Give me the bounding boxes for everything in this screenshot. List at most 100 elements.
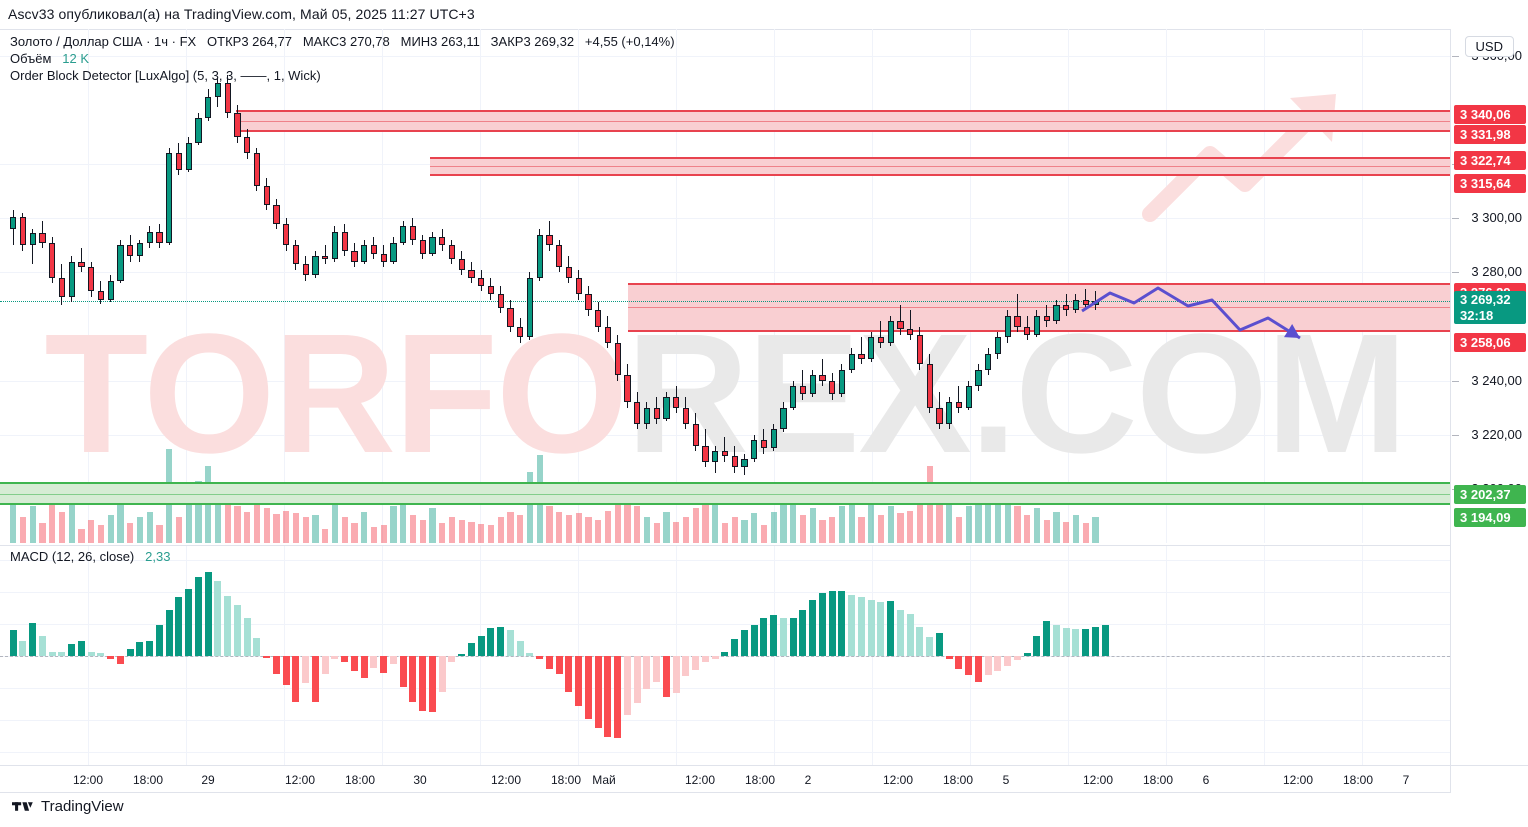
volume-bar: [838, 506, 846, 543]
volume-bar: [712, 503, 719, 543]
macd-histogram-bar: [614, 656, 622, 738]
price-tick-dash: [1452, 434, 1459, 436]
candlestick: [214, 29, 222, 543]
candle-body: [897, 321, 904, 330]
volume-bar: [263, 508, 270, 543]
candlestick: [634, 29, 641, 543]
volume-bar: [985, 500, 992, 543]
candle-body: [1014, 315, 1021, 327]
candlestick: [156, 29, 163, 543]
candlestick: [1043, 29, 1050, 543]
macd-histogram-bar: [653, 656, 661, 682]
candlestick: [819, 29, 826, 543]
time-axis-label: 5: [1002, 773, 1010, 787]
price-level-label[interactable]: 3 194,09: [1454, 508, 1526, 527]
price-level-label[interactable]: 3 315,64: [1454, 174, 1526, 193]
volume-bar: [156, 525, 163, 543]
candle-wick: [80, 248, 82, 273]
legend-symbol[interactable]: Золото / Доллар США · 1ч · FX: [10, 34, 197, 49]
macd-histogram-bar: [1052, 625, 1060, 656]
volume-bar: [858, 517, 865, 543]
legend-high-value: 3 270,78: [339, 34, 390, 49]
macd-histogram-bar: [731, 639, 739, 656]
macd-histogram-bar: [331, 656, 339, 659]
chart-frame: [0, 29, 1528, 793]
candle-body: [1092, 301, 1099, 305]
candle-body: [68, 261, 75, 297]
volume-bar: [1014, 506, 1021, 543]
macd-pane[interactable]: [0, 545, 1450, 765]
candle-body: [39, 233, 46, 243]
time-axis[interactable]: 12:00 18:00 29 12:00 18:00 30 12:00 18:00 Май 12:…: [0, 765, 1528, 793]
macd-legend-value: 2,33: [145, 549, 171, 564]
volume-bar: [244, 511, 251, 543]
time-axis-label: 18:00: [744, 773, 776, 787]
macd-histogram-bar: [467, 643, 475, 656]
macd-histogram-bar: [1072, 629, 1080, 656]
macd-histogram-bar: [224, 595, 232, 656]
volume-bar: [936, 483, 943, 543]
candle-body: [848, 353, 855, 370]
time-axis-label: 7: [1402, 773, 1410, 787]
currency-badge[interactable]: USD: [1464, 36, 1514, 57]
candlestick: [302, 29, 309, 543]
volume-bar: [1053, 511, 1060, 543]
volume-bar: [556, 511, 563, 543]
candlestick: [517, 29, 524, 543]
volume-bar: [565, 515, 573, 543]
tradingview-logo[interactable]: TradingView: [12, 798, 124, 815]
footer: TradingView: [0, 793, 1528, 827]
candle-body: [19, 217, 27, 246]
candlestick: [478, 29, 485, 543]
volume-bar: [390, 506, 397, 543]
macd-legend-title: MACD (12, 26, close): [10, 549, 135, 564]
candle-body: [468, 269, 475, 278]
volume-bar: [468, 521, 475, 543]
candlestick: [361, 29, 368, 543]
tradingview-glyph-icon: [12, 802, 33, 811]
candlestick: [975, 29, 982, 543]
price-level-label[interactable]: 3 340,06: [1454, 105, 1526, 124]
macd-histogram-bar: [984, 656, 992, 676]
volume-bar: [49, 492, 56, 543]
candle-body: [487, 286, 495, 295]
candlestick: [916, 29, 924, 543]
candlestick: [341, 29, 348, 543]
candlestick: [507, 29, 514, 543]
price-level-label[interactable]: 3 331,98: [1454, 125, 1526, 144]
time-axis-label: 18:00: [942, 773, 974, 787]
candlestick: [107, 29, 114, 543]
macd-histogram-bar: [389, 656, 397, 664]
macd-histogram-bar: [29, 622, 37, 656]
grid-line-vertical: [1362, 29, 1363, 543]
main-price-pane[interactable]: TORFOREX.COM: [0, 29, 1450, 543]
volume-bar: [809, 508, 816, 543]
candle-body: [751, 440, 758, 460]
macd-histogram-bar: [916, 626, 924, 656]
candle-body: [107, 280, 114, 300]
grid-line-vertical: [970, 546, 971, 765]
candle-body: [146, 231, 153, 243]
macd-histogram-bar: [721, 651, 729, 656]
candlestick: [829, 29, 836, 543]
volume-bar: [946, 500, 953, 543]
price-level-label[interactable]: 3 202,37: [1454, 485, 1526, 504]
candle-body: [351, 250, 358, 262]
candlestick: [994, 29, 1002, 543]
candlestick: [1092, 29, 1099, 543]
price-scale[interactable]: 3 360,003 320,003 300,003 280,003 240,00…: [1450, 29, 1528, 793]
candlestick: [848, 29, 855, 543]
macd-histogram-bar: [584, 656, 592, 719]
price-level-label[interactable]: 3 258,06: [1454, 333, 1526, 352]
grid-line-vertical: [382, 546, 383, 765]
legend-indicator-row[interactable]: Order Block Detector [LuxAlgo] (5, 3, 3,…: [10, 67, 675, 84]
price-level-label[interactable]: 3 322,74: [1454, 151, 1526, 170]
candle-body: [341, 231, 348, 251]
candle-body: [965, 386, 972, 408]
candlestick: [468, 29, 475, 543]
candlestick: [1053, 29, 1060, 543]
candlestick: [283, 29, 290, 543]
time-axis-label: 12:00: [1082, 773, 1114, 787]
current-price-label[interactable]: 3 269,32 32:18: [1454, 291, 1526, 325]
candle-body: [49, 242, 56, 278]
